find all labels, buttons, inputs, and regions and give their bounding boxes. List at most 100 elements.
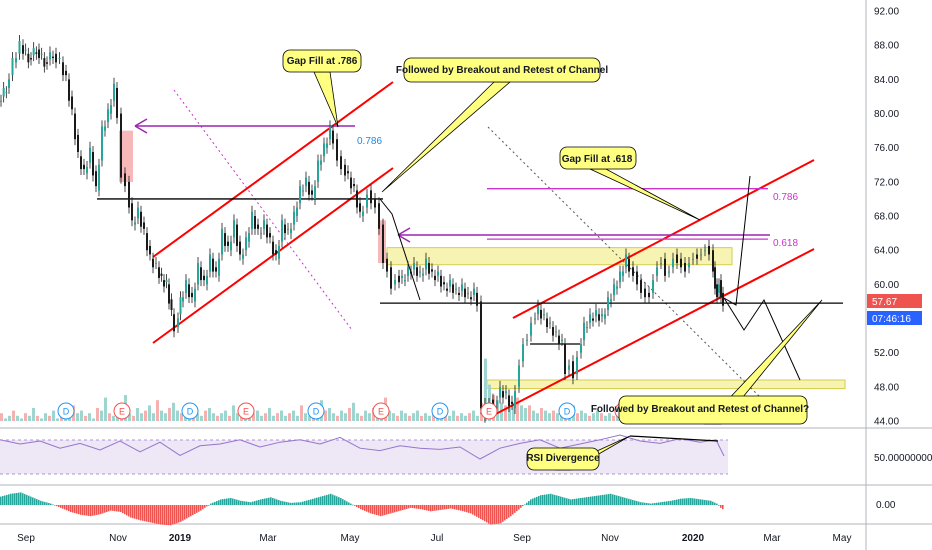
earnings-marker-label: E [119,407,125,417]
macd-bar [688,498,690,505]
candle-body [113,83,115,101]
candle-body [227,241,229,246]
macd-bar [328,494,330,505]
candle-body [580,344,582,353]
macd-bar [388,505,390,514]
macd-bar [16,492,18,505]
candle-body [583,322,585,340]
macd-bar [272,498,274,505]
macd-bar [434,505,436,511]
volume-bar [80,410,83,421]
macd-bar [210,503,212,505]
candle-body [272,241,274,255]
macd-bar [438,505,440,511]
candle-body [107,109,109,123]
volume-bar [160,410,163,421]
volume-bar [152,413,155,421]
macd-bar [550,493,552,505]
volume-bar [588,415,591,421]
candle-body [170,299,173,310]
macd-bar [402,505,404,511]
volume-bar [608,413,611,421]
macd-bar [644,502,646,505]
macd-bar [270,497,272,505]
volume-bar [232,405,235,421]
candle-body [413,263,415,270]
macd-bar [318,497,320,505]
candle-body [206,275,208,285]
macd-bar [160,505,162,525]
macd-bar [376,505,378,516]
volume-bar [40,418,43,421]
macd-bar [298,502,300,505]
macd-bar [104,505,106,513]
candle-body [131,203,133,221]
candle-body [652,280,654,293]
volume-bar [292,410,295,421]
candle-body [552,327,554,336]
volume-bar [368,413,371,421]
macd-bar [594,496,596,505]
candle-body [254,216,256,229]
macd-bar [102,505,104,514]
macd-bar [632,499,634,505]
candle-body [218,258,220,276]
macd-bar [304,501,306,505]
volume-bar [112,415,115,421]
dividend-marker-label: D [313,407,320,417]
candle-body [370,190,372,204]
volume-bar [20,418,23,421]
macd-bar [60,505,62,508]
candle-body [299,186,301,204]
macd-bar [240,500,242,505]
candle-body [92,151,94,176]
candle-body [278,245,280,259]
candle-body [595,309,597,317]
volume-bar [516,397,519,421]
macd-bar [654,503,656,505]
candle-body [419,271,421,273]
volume-bar [556,413,559,421]
volume-bar [260,415,263,421]
macd-bar [96,505,98,515]
macd-bar [604,494,606,505]
candle-body [344,164,346,176]
macd-bar [698,499,700,505]
volume-bar [412,413,415,421]
macd-bar [380,505,382,517]
macd-bar [616,495,618,505]
candle-body [572,361,574,379]
price-tick-label: 72.00 [874,177,899,188]
volume-bar [48,415,51,421]
volume-bar [92,418,95,421]
volume-bar [212,413,215,421]
volume-bar [156,400,159,421]
rsi-divergence-line [629,435,719,442]
macd-bar [360,505,362,510]
candle-body [168,284,170,304]
callout-gap-fill-618: Gap Fill at .618 [562,154,633,165]
volume-bar [396,415,399,421]
macd-bar [478,505,480,518]
candle-body [404,280,406,282]
macd-bar [186,505,188,519]
macd-bar [314,498,316,505]
candle-body [311,190,313,195]
macd-bar [292,502,294,505]
macd-bar [374,505,376,515]
volume-bar [344,413,347,421]
volume-bar [176,410,179,421]
candle-body [143,222,145,229]
volume-bar [400,410,403,421]
macd-bar [202,505,204,510]
candle-body [601,314,603,317]
macd-bar [290,502,292,505]
candle-body [394,280,396,285]
macd-bar [84,505,86,516]
macd-bar [148,505,150,523]
volume-bar [28,415,31,421]
candle-body [89,147,91,163]
macd-bar [650,503,652,505]
